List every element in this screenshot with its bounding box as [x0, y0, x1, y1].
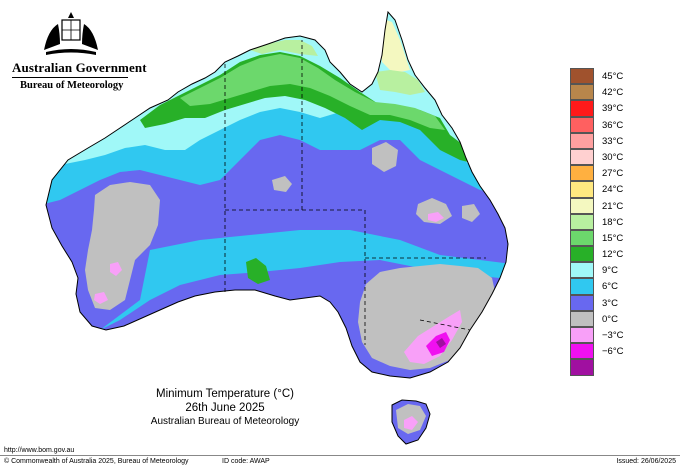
mainland-coastline — [45, 10, 509, 379]
legend-swatch — [570, 197, 594, 214]
region-coldest-se — [436, 338, 446, 348]
legend-label: 18°C — [602, 216, 624, 228]
legend-swatch — [570, 294, 594, 311]
map-title: Minimum Temperature (°C) — [156, 388, 294, 400]
temperature-legend: 45°C 42°C 39°C 36°C 33°C 30°C 27°C 24°C 21°C 18°C… — [570, 68, 632, 376]
legend-row: 3°C — [570, 294, 632, 311]
footer-id-code: ID code: AWAP — [222, 458, 270, 465]
footer-copyright: © Commonwealth of Australia 2025, Bureau… — [4, 458, 189, 465]
header-divider — [12, 77, 128, 78]
map-organisation: Australian Bureau of Meteorology — [150, 416, 300, 427]
region-neg3c-qld — [428, 212, 444, 222]
legend-row: 45°C — [570, 68, 632, 85]
legend-swatch — [570, 132, 594, 149]
legend-label: 21°C — [602, 200, 624, 212]
footer-url[interactable]: http://www.bom.gov.au — [4, 447, 75, 454]
region-0c-centre — [272, 176, 292, 192]
legend-row: 0°C — [570, 310, 632, 327]
region-0c-southeast — [358, 264, 496, 370]
legend-row: 27°C — [570, 165, 632, 182]
state-borders — [224, 40, 486, 345]
legend-swatch — [570, 68, 594, 85]
legend-label: 36°C — [602, 119, 624, 131]
legend-row: −3°C — [570, 327, 632, 344]
region-15c-north — [180, 54, 445, 130]
legend-row: 33°C — [570, 132, 632, 149]
legend-swatch — [570, 246, 594, 263]
legend-swatch — [570, 148, 594, 166]
coat-of-arms-logo — [44, 12, 98, 55]
region-0c-wa — [85, 182, 160, 310]
legend-label: 24°C — [602, 184, 624, 196]
region-neg3c-wa1 — [110, 262, 122, 276]
legend-label: 42°C — [602, 87, 624, 99]
legend-row: 39°C — [570, 100, 632, 117]
legend-row — [570, 359, 632, 376]
region-0c-qld — [372, 142, 398, 172]
legend-label: 12°C — [602, 249, 624, 261]
legend-swatch — [570, 181, 594, 198]
region-0c-qld3 — [462, 204, 480, 222]
legend-row: 24°C — [570, 181, 632, 198]
legend-swatch — [570, 310, 594, 327]
legend-row: 12°C — [570, 246, 632, 263]
legend-row: 9°C — [570, 262, 632, 279]
region-18c-cape — [375, 70, 425, 95]
legend-swatch — [570, 165, 594, 182]
legend-swatch — [570, 359, 594, 376]
region-neg3c-tas — [404, 416, 418, 430]
legend-row: −6°C — [570, 343, 632, 360]
footer-divider — [0, 455, 680, 456]
legend-swatch — [570, 100, 594, 117]
region-neg3c-se — [404, 310, 462, 364]
map-title-block: Minimum Temperature (°C) 26th June 2025 … — [120, 387, 330, 429]
legend-label: 45°C — [602, 71, 624, 82]
legend-swatch — [570, 229, 594, 247]
legend-swatch — [570, 327, 594, 344]
region-neg3c-wa2 — [94, 292, 108, 304]
legend-label: 27°C — [602, 168, 624, 180]
legend-swatch — [570, 278, 594, 295]
tasmania-coastline — [391, 399, 431, 445]
legend-swatch — [570, 262, 594, 279]
map-date: 26th June 2025 — [185, 402, 265, 414]
legend-swatch — [570, 343, 594, 360]
legend-label: 39°C — [602, 103, 624, 115]
legend-swatch — [570, 213, 594, 230]
legend-row: 36°C — [570, 116, 632, 133]
legend-label: 6°C — [602, 281, 618, 293]
legend-label: 3°C — [602, 297, 618, 309]
legend-label: 9°C — [602, 265, 618, 277]
legend-label: −6°C — [602, 346, 624, 358]
region-6c-centre — [100, 230, 508, 330]
region-12c-sa — [246, 258, 270, 284]
legend-row: 15°C — [570, 229, 632, 247]
legend-swatch — [570, 116, 594, 133]
legend-row: 21°C — [570, 197, 632, 214]
legend-swatch — [570, 84, 594, 101]
legend-row: 18°C — [570, 213, 632, 230]
bureau-title: Bureau of Meteorology — [20, 80, 124, 91]
footer-issued-date: Issued: 26/06/2025 — [616, 458, 676, 465]
legend-label: −3°C — [602, 330, 624, 341]
region-18c-north — [250, 40, 318, 56]
legend-label: 33°C — [602, 135, 624, 147]
legend-label: 0°C — [602, 313, 618, 325]
legend-row: 30°C — [570, 148, 632, 166]
legend-label: 30°C — [602, 151, 624, 163]
government-title: Australian Government — [12, 60, 147, 75]
legend-row: 42°C — [570, 84, 632, 101]
legend-label: 15°C — [602, 232, 624, 244]
region-21c-cape — [380, 20, 410, 72]
legend-row: 6°C — [570, 278, 632, 295]
